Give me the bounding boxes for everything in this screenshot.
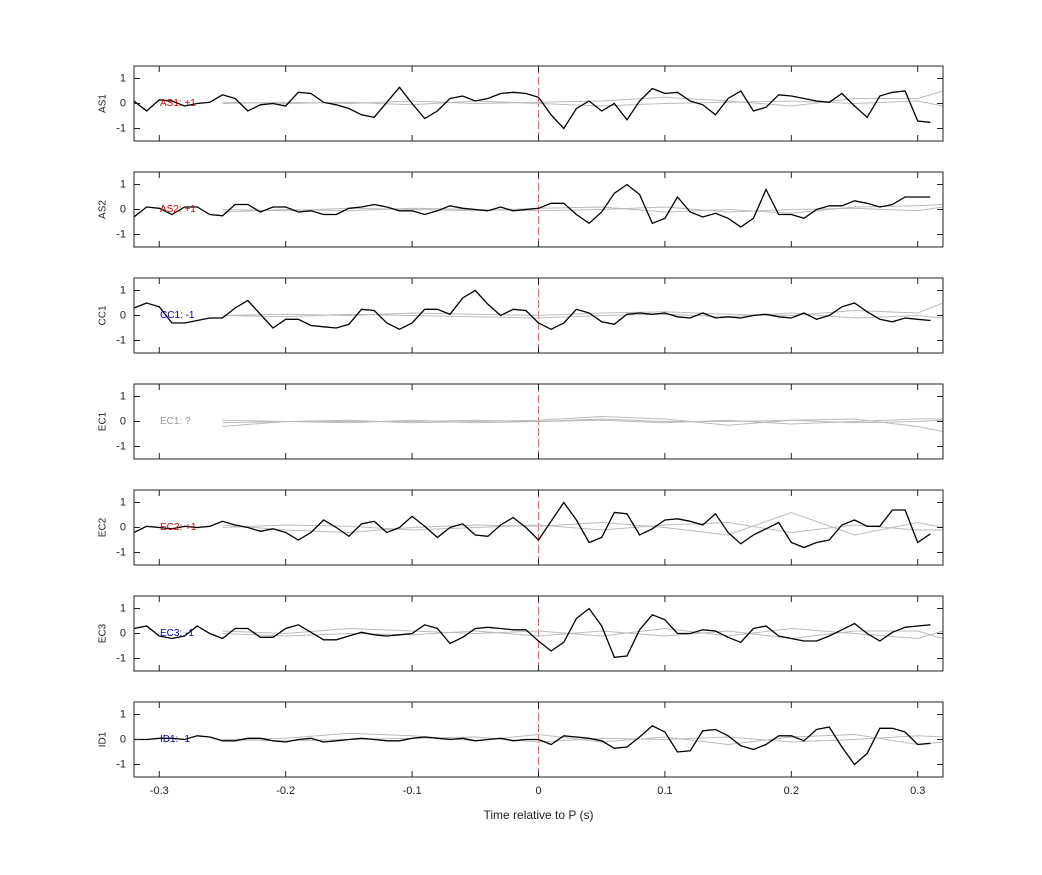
x-axis-label: Time relative to P (s)	[483, 808, 593, 822]
trace	[222, 418, 943, 425]
annotation: AS2: +1	[160, 204, 196, 215]
trace	[222, 511, 943, 536]
trace	[134, 607, 931, 658]
y-tick-label: 1	[120, 284, 126, 296]
y-tick-label: 1	[120, 602, 126, 614]
annotation: AS1: +1	[160, 98, 196, 109]
y-axis-label: AS2	[98, 200, 109, 219]
y-tick-label: 0	[120, 97, 126, 109]
x-tick-label: -0.1	[403, 785, 422, 797]
y-axis-label: AS1	[98, 94, 109, 113]
trace	[134, 289, 931, 331]
y-axis-label: ID1	[98, 731, 109, 747]
trace	[134, 725, 931, 766]
y-tick-label: -1	[116, 652, 126, 664]
trace	[222, 100, 943, 107]
y-tick-label: 0	[120, 415, 126, 427]
trace	[222, 90, 943, 107]
y-tick-label: 0	[120, 521, 126, 533]
y-axis-label: EC1	[98, 411, 109, 431]
y-tick-label: 0	[120, 733, 126, 745]
y-tick-label: 1	[120, 708, 126, 720]
annotation: EC1: ?	[160, 416, 191, 427]
trace	[222, 312, 943, 319]
annotation: CC1: -1	[160, 310, 195, 321]
y-tick-label: 0	[120, 627, 126, 639]
annotation: EC3: -1	[160, 628, 194, 639]
trace	[222, 415, 943, 432]
y-tick-label: -1	[116, 122, 126, 134]
annotation: ID1: -1	[160, 734, 190, 745]
y-tick-label: -1	[116, 546, 126, 558]
annotation: EC2: +1	[160, 522, 197, 533]
y-tick-label: -1	[116, 228, 126, 240]
x-tick-label: 0	[535, 785, 541, 797]
x-tick-label: 0.1	[657, 785, 672, 797]
y-tick-label: 1	[120, 390, 126, 402]
trace	[134, 86, 931, 130]
x-tick-label: 0.3	[910, 785, 925, 797]
trace	[134, 183, 931, 228]
trace	[222, 732, 943, 746]
y-tick-label: -1	[116, 758, 126, 770]
trace	[222, 627, 943, 640]
y-tick-label: -1	[116, 334, 126, 346]
y-axis-label: EC2	[98, 517, 109, 537]
y-tick-label: 0	[120, 203, 126, 215]
y-tick-label: -1	[116, 440, 126, 452]
y-tick-label: 1	[120, 72, 126, 84]
y-tick-label: 0	[120, 309, 126, 321]
trace	[134, 501, 931, 549]
y-axis-label: EC3	[98, 623, 109, 643]
y-tick-label: 1	[120, 496, 126, 508]
trace	[222, 302, 943, 317]
x-tick-label: -0.3	[150, 785, 169, 797]
trace	[222, 206, 943, 213]
trace	[222, 418, 943, 424]
x-tick-label: -0.2	[276, 785, 295, 797]
trace	[222, 521, 943, 534]
trace	[222, 630, 943, 640]
y-tick-label: 1	[120, 178, 126, 190]
y-axis-label: CC1	[98, 305, 109, 325]
x-tick-label: 0.2	[784, 785, 799, 797]
